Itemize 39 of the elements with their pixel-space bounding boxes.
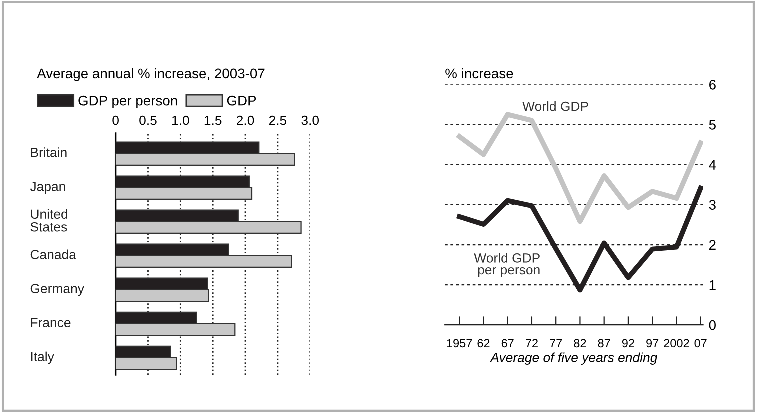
x-tick-label: 92 [622, 339, 634, 348]
y-tick-label: 5 [709, 120, 716, 130]
series-label: World GDP [522, 102, 588, 112]
y-tick-label: 3 [709, 200, 716, 210]
x-tick-label: 97 [646, 339, 659, 348]
x-tick-label: 0.5 [140, 116, 157, 126]
y-tick-label: Britain [31, 148, 67, 158]
y-tick-label: 2 [710, 240, 716, 250]
chart-title: Average annual % increase, 2003-07 [37, 68, 265, 82]
x-tick-label: 77 [550, 339, 562, 348]
y-tick-label: Germany [30, 284, 84, 296]
x-tick-label: 82 [574, 339, 586, 348]
x-tick-label: 0 [112, 116, 119, 126]
chart-title: % increase [446, 68, 514, 79]
x-tick-label: 72 [526, 339, 538, 348]
x-tick-label: 2.0 [237, 116, 254, 126]
x-tick-label: 2.5 [269, 116, 287, 126]
legend-label: GDP [227, 96, 256, 106]
x-tick-label: 67 [502, 339, 514, 348]
y-tick-label: Canada [30, 250, 76, 260]
y-tick-label: 6 [710, 80, 716, 90]
y-tick-label: Japan [30, 182, 66, 194]
x-tick-label: 3.0 [302, 116, 320, 126]
x-tick-label: 62 [478, 339, 490, 348]
x-tick-label: 87 [598, 339, 610, 348]
series-label: World GDP per person [474, 253, 540, 278]
x-tick-label: 1.5 [204, 116, 222, 126]
y-tick-label: 4 [709, 160, 716, 170]
y-tick-label: 0 [709, 320, 716, 330]
x-tick-label: 2002 [664, 339, 690, 348]
y-tick-label: France [31, 318, 71, 328]
x-tick-label: 1.0 [172, 116, 190, 126]
x-axis-title: Average of five years ending [490, 352, 658, 365]
y-tick-label: United States [30, 209, 68, 232]
y-tick-label: 1 [710, 280, 716, 290]
y-tick-label: Italy [31, 352, 54, 364]
x-tick-label: 1957 [447, 339, 472, 348]
x-tick-label: 07 [694, 339, 707, 348]
legend-label: GDP per person [78, 96, 178, 109]
